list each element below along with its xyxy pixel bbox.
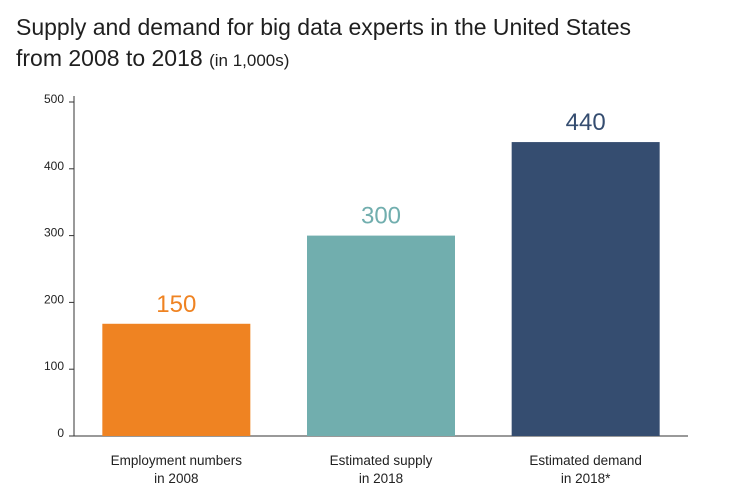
- x-category-label: in 2018: [359, 471, 403, 486]
- y-tick-label: 300: [44, 226, 64, 240]
- x-category-label: in 2018*: [561, 471, 611, 486]
- chart-title-unit: (in 1,000s): [209, 51, 290, 70]
- x-category-label: Estimated demand: [529, 453, 642, 468]
- bar-value-label: 440: [566, 109, 606, 136]
- bar: [102, 323, 251, 436]
- y-tick-label: 400: [44, 159, 64, 173]
- bar-value-label: 300: [361, 203, 401, 230]
- chart-title: Supply and demand for big data experts i…: [16, 12, 736, 76]
- x-category-label: Estimated supply: [330, 453, 433, 468]
- chart-title-line-2: from 2008 to 2018 (in 1,000s): [16, 43, 736, 76]
- y-tick-label: 200: [44, 292, 64, 306]
- bar: [307, 235, 455, 436]
- y-tick-label: 100: [44, 359, 64, 373]
- x-category-label: in 2008: [154, 471, 198, 486]
- y-tick-label: 0: [57, 426, 64, 440]
- x-category-label: Employment numbers: [111, 453, 243, 468]
- bar: [511, 142, 660, 436]
- bar-value-label: 150: [156, 291, 196, 318]
- y-tick-label: 500: [44, 92, 64, 106]
- chart-labels: 150 Employment numbers in 2008 300 Estimated…: [111, 109, 642, 486]
- chart-title-line-1: Supply and demand for big data experts i…: [16, 14, 632, 40]
- chart-title-years: from 2008 to 2018: [16, 45, 203, 71]
- chart-bars: [102, 142, 660, 436]
